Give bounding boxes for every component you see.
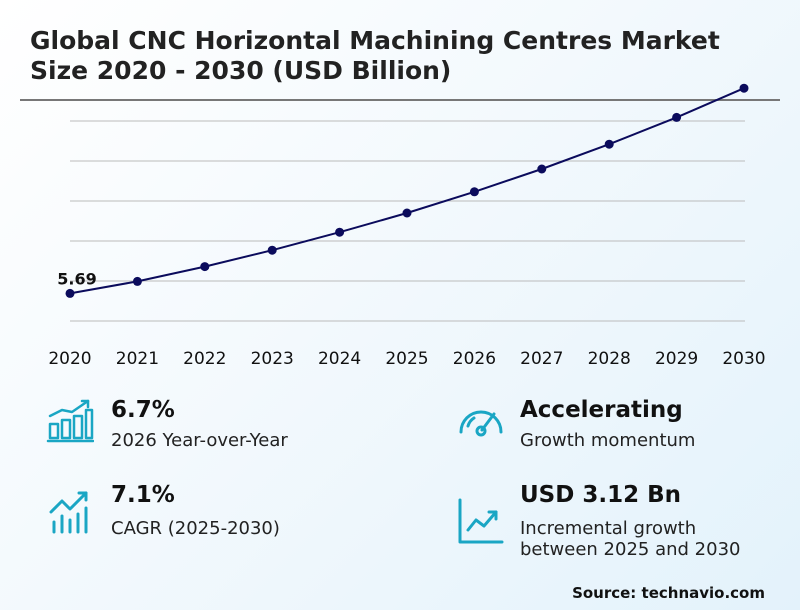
x-tick-label-2029: 2029 [655, 349, 698, 369]
stat-incremental-label-line-2: between 2025 and 2030 [520, 539, 741, 560]
data-point-2028 [604, 139, 614, 149]
data-point-2026 [469, 187, 479, 197]
bar-chart-growth-icon [46, 399, 94, 443]
stat-cagr-label: CAGR (2025-2030) [111, 518, 280, 539]
data-point-2023 [267, 245, 277, 255]
stat-incremental-label-line-1: Incremental growth [520, 518, 697, 539]
speedometer-icon [459, 410, 503, 437]
x-tick-label-2021: 2021 [116, 349, 159, 369]
x-tick-label-2030: 2030 [722, 349, 765, 369]
x-tick-label-2022: 2022 [183, 349, 226, 369]
source-credit: Source: technavio.com [572, 584, 765, 602]
data-points [65, 83, 749, 298]
x-tick-label-2027: 2027 [520, 349, 563, 369]
x-tick-label-2023: 2023 [251, 349, 294, 369]
x-axis-ticks: 2020 2021 2022 2023 2024 2025 2026 2027 2028 2029… [48, 349, 765, 369]
stat-momentum-value: Accelerating [520, 397, 683, 423]
line-chart: 2020 2021 2022 2023 2024 2025 2026 2027 2028 2029… [48, 83, 766, 369]
data-label-2020: 5.69 [57, 269, 96, 288]
x-tick-label-2024: 2024 [318, 349, 361, 369]
title-divider [20, 99, 780, 101]
data-point-2030 [739, 83, 749, 93]
data-point-2025 [402, 208, 412, 218]
x-tick-label-2026: 2026 [453, 349, 496, 369]
stat-momentum-label: Growth momentum [520, 430, 696, 451]
data-point-2027 [537, 164, 547, 174]
stat-yoy-label: 2026 Year-over-Year [111, 430, 288, 451]
data-point-2024 [335, 227, 345, 237]
data-point-2022 [200, 262, 210, 272]
trend-bars-icon [49, 491, 88, 534]
data-point-2020 [65, 288, 75, 298]
stat-yoy-value: 6.7% [111, 397, 175, 423]
data-point-2021 [132, 276, 142, 286]
x-tick-label-2020: 2020 [48, 349, 91, 369]
data-point-2029 [672, 112, 682, 122]
gridlines [70, 120, 745, 322]
line-chart-up-icon [458, 498, 504, 544]
series-line [69, 87, 745, 295]
x-tick-label-2025: 2025 [385, 349, 428, 369]
stat-incremental-value: USD 3.12 Bn [520, 482, 681, 508]
series-line-layer [69, 87, 745, 295]
stat-cagr-value: 7.1% [111, 482, 175, 508]
data-labels: 5.69 [57, 269, 96, 288]
x-tick-label-2028: 2028 [588, 349, 631, 369]
chart-title: Global CNC Horizontal Machining Centres … [30, 26, 720, 85]
